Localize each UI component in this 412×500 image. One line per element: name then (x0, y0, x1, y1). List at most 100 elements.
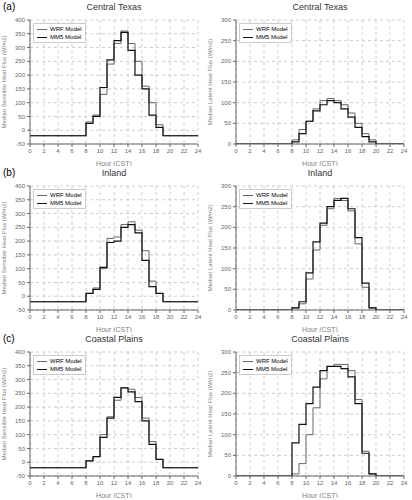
svg-text:20: 20 (373, 480, 380, 486)
svg-text:18: 18 (153, 148, 160, 154)
svg-text:200: 200 (15, 72, 26, 78)
svg-text:24: 24 (195, 314, 202, 320)
svg-text:8: 8 (84, 148, 88, 154)
svg-text:18: 18 (359, 480, 366, 486)
svg-text:0: 0 (28, 314, 32, 320)
svg-text:10: 10 (97, 480, 104, 486)
svg-text:12: 12 (317, 314, 324, 320)
svg-text:16: 16 (345, 148, 352, 154)
svg-text:22: 22 (387, 314, 394, 320)
svg-text:-50: -50 (16, 473, 25, 479)
svg-text:250: 250 (221, 204, 232, 210)
svg-text:150: 150 (15, 252, 26, 258)
svg-text:Median Sensible Heat Flux (W/m: Median Sensible Heat Flux (W/m2) (1, 201, 7, 294)
svg-text:12: 12 (317, 480, 324, 486)
svg-text:Hour (CST): Hour (CST) (96, 160, 132, 166)
svg-text:200: 200 (221, 390, 232, 396)
svg-text:18: 18 (359, 314, 366, 320)
svg-text:16: 16 (139, 148, 146, 154)
svg-text:2: 2 (248, 314, 252, 320)
svg-text:4: 4 (56, 314, 60, 320)
svg-text:Hour (CST): Hour (CST) (302, 326, 338, 332)
svg-text:300: 300 (221, 349, 232, 355)
svg-text:2: 2 (42, 314, 46, 320)
svg-text:4: 4 (56, 480, 60, 486)
svg-text:14: 14 (125, 148, 132, 154)
svg-text:50: 50 (224, 120, 231, 126)
svg-text:10: 10 (303, 314, 310, 320)
svg-text:6: 6 (276, 148, 280, 154)
svg-text:400: 400 (15, 183, 26, 189)
svg-text:Hour (CST): Hour (CST) (96, 326, 132, 332)
svg-text:20: 20 (373, 314, 380, 320)
svg-text:300: 300 (221, 183, 232, 189)
svg-text:10: 10 (97, 314, 104, 320)
svg-text:50: 50 (18, 280, 25, 286)
svg-text:0: 0 (28, 480, 32, 486)
svg-text:2: 2 (42, 480, 46, 486)
svg-text:250: 250 (15, 224, 26, 230)
svg-text:300: 300 (15, 377, 26, 383)
svg-text:8: 8 (290, 148, 294, 154)
svg-text:10: 10 (303, 480, 310, 486)
svg-text:0: 0 (234, 314, 238, 320)
svg-text:200: 200 (15, 238, 26, 244)
svg-text:14: 14 (331, 480, 338, 486)
svg-text:24: 24 (401, 148, 408, 154)
svg-text:20: 20 (167, 314, 174, 320)
svg-text:100: 100 (15, 100, 26, 106)
svg-text:12: 12 (111, 480, 118, 486)
svg-text:22: 22 (181, 314, 188, 320)
svg-text:-50: -50 (16, 307, 25, 313)
svg-text:250: 250 (221, 370, 232, 376)
svg-text:22: 22 (387, 148, 394, 154)
svg-text:0: 0 (22, 459, 26, 465)
svg-text:16: 16 (139, 314, 146, 320)
svg-text:100: 100 (15, 266, 26, 272)
svg-text:100: 100 (221, 432, 232, 438)
svg-text:50: 50 (224, 286, 231, 292)
svg-text:24: 24 (195, 148, 202, 154)
svg-text:400: 400 (15, 349, 26, 355)
svg-text:14: 14 (331, 314, 338, 320)
svg-text:2: 2 (248, 148, 252, 154)
svg-text:150: 150 (221, 245, 232, 251)
svg-text:350: 350 (15, 197, 26, 203)
svg-text:Median Latent Heat Flux (W/m2): Median Latent Heat Flux (W/m2) (207, 39, 213, 126)
svg-text:8: 8 (84, 480, 88, 486)
svg-text:12: 12 (317, 148, 324, 154)
svg-text:0: 0 (228, 141, 232, 147)
svg-text:18: 18 (359, 148, 366, 154)
svg-text:8: 8 (290, 480, 294, 486)
svg-text:50: 50 (224, 452, 231, 458)
svg-text:8: 8 (290, 314, 294, 320)
svg-text:-50: -50 (16, 141, 25, 147)
svg-text:0: 0 (228, 473, 232, 479)
svg-text:350: 350 (15, 363, 26, 369)
svg-text:6: 6 (70, 314, 74, 320)
svg-text:0: 0 (28, 148, 32, 154)
svg-text:14: 14 (125, 314, 132, 320)
svg-text:150: 150 (221, 79, 232, 85)
svg-text:150: 150 (15, 86, 26, 92)
svg-text:6: 6 (276, 480, 280, 486)
svg-text:200: 200 (15, 404, 26, 410)
svg-text:4: 4 (56, 148, 60, 154)
svg-text:200: 200 (221, 224, 232, 230)
svg-text:Hour (CST): Hour (CST) (302, 160, 338, 166)
svg-text:10: 10 (303, 148, 310, 154)
svg-text:250: 250 (221, 38, 232, 44)
svg-text:400: 400 (15, 17, 26, 23)
svg-text:Hour (CST): Hour (CST) (96, 492, 132, 498)
svg-text:350: 350 (15, 31, 26, 37)
svg-text:50: 50 (18, 114, 25, 120)
svg-text:250: 250 (15, 58, 26, 64)
svg-text:24: 24 (401, 314, 408, 320)
svg-text:24: 24 (195, 480, 202, 486)
svg-text:20: 20 (167, 148, 174, 154)
svg-text:14: 14 (125, 480, 132, 486)
svg-text:12: 12 (111, 314, 118, 320)
svg-text:300: 300 (15, 211, 26, 217)
svg-text:0: 0 (234, 480, 238, 486)
svg-text:150: 150 (15, 418, 26, 424)
